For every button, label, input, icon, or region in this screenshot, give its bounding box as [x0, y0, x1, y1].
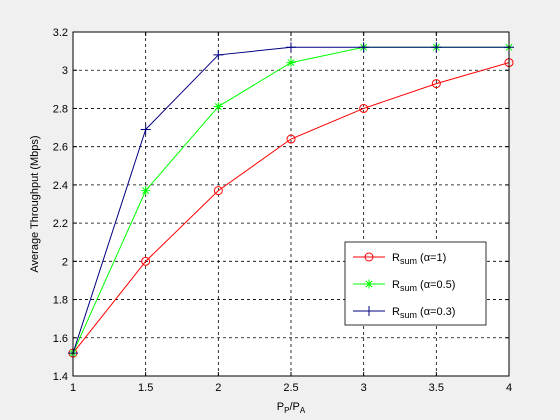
legend-label: Rsum (α=1): [392, 252, 446, 266]
plus-marker: [358, 42, 369, 53]
x-axis-label-main: P: [277, 401, 284, 413]
x-tick-label: 1: [70, 382, 76, 394]
y-tick-label: 3: [62, 65, 68, 77]
y-tick-label: 2.8: [53, 103, 68, 115]
plus-marker: [286, 42, 296, 53]
y-tick-label: 1.6: [53, 333, 68, 345]
y-axis-label: Average Throughput (Mbps): [29, 135, 41, 272]
circle-marker: [141, 256, 151, 266]
x-tick-label: 2: [215, 382, 221, 394]
x-tick-label: 2.5: [283, 382, 298, 394]
circle-marker: [431, 79, 441, 89]
legend-label-rest: (α=0.5): [417, 279, 455, 291]
series-line: [72, 62, 510, 354]
legend-entry-3: Rsum (α=0.3): [353, 306, 455, 320]
plus-marker: [431, 42, 442, 53]
legend-label-rest: (α=1): [417, 252, 446, 264]
circle-marker: [286, 134, 296, 144]
y-tick-label: 2.4: [53, 180, 68, 192]
legend-label-sub: sum: [400, 283, 417, 293]
circle-marker: [213, 186, 223, 196]
plus-marker: [140, 124, 151, 135]
star-marker: [213, 102, 223, 112]
x-tick-label: 4: [506, 382, 512, 394]
circle-marker: [359, 103, 369, 113]
x-axis-label: PP/PA: [277, 401, 306, 415]
legend-label-rest: (α=0.3): [417, 306, 455, 318]
legend-label-sub: sum: [400, 256, 417, 266]
legend-entry-2: Rsum (α=0.5): [353, 279, 455, 293]
circle-marker: [364, 252, 374, 262]
legend: Rsum (α=1)Rsum (α=0.5)Rsum (α=0.3): [344, 241, 487, 326]
legend-label-main: R: [392, 279, 400, 291]
star-marker: [364, 279, 374, 289]
plus-marker: [213, 49, 224, 60]
x-axis-label-mid: /P: [289, 401, 299, 413]
x-axis-label-sub2: A: [300, 406, 306, 415]
legend-entry-1: Rsum (α=1): [353, 252, 446, 266]
y-tick-label: 1.8: [53, 295, 68, 307]
ticks: 1 1.5 2 2.5 3 3.5 4 1.4 1.6 1.8 2 2.2 2.4 2.6 2.8 3 3.2: [53, 27, 512, 394]
y-tick-label: 3.2: [53, 27, 68, 39]
legend-label-main: R: [392, 252, 400, 264]
legend-label-sub: sum: [400, 310, 417, 320]
x-tick-label: 3: [361, 382, 367, 394]
y-tick-label: 2: [62, 256, 68, 268]
star-marker: [286, 58, 296, 68]
y-tick-label: 2.6: [53, 142, 68, 154]
x-tick-label: 1.5: [138, 382, 153, 394]
plus-marker: [364, 306, 374, 316]
legend-label-main: R: [392, 306, 400, 318]
legend-label: Rsum (α=0.5): [392, 279, 455, 293]
star-marker: [141, 186, 151, 196]
y-tick-label: 1.4: [53, 371, 68, 383]
x-tick-label: 3.5: [429, 382, 444, 394]
x-axis-label-sub1: P: [284, 406, 289, 415]
legend-label: Rsum (α=0.3): [392, 306, 455, 320]
y-tick-label: 2.2: [53, 218, 68, 230]
series-layer: [68, 42, 514, 359]
